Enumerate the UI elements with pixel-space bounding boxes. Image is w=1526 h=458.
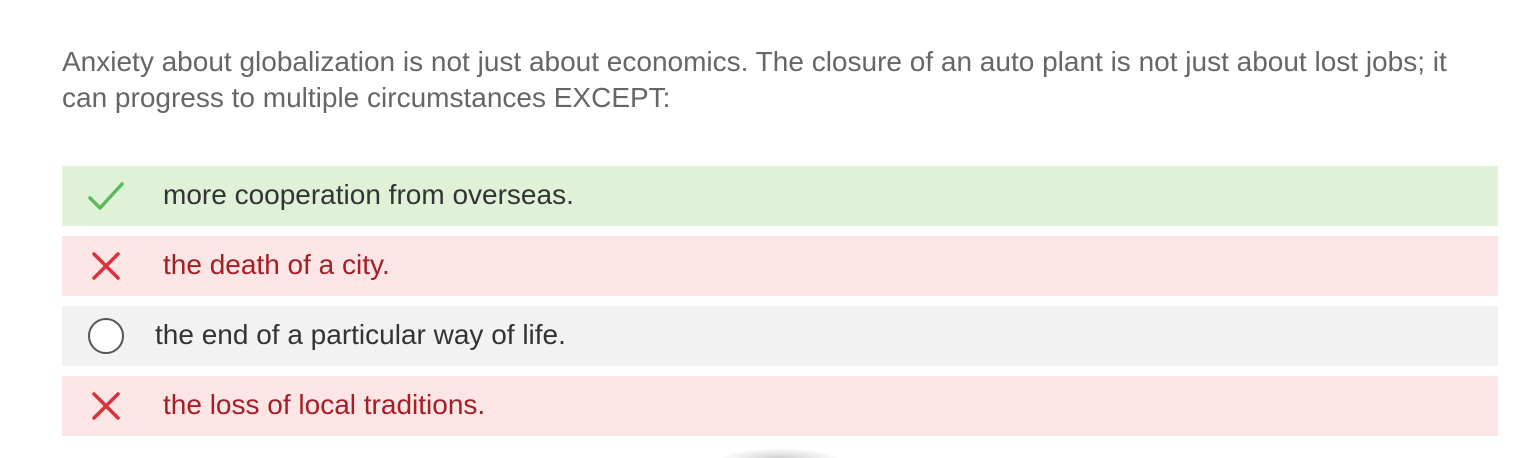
answer-option-3[interactable]: the end of a particular way of life. xyxy=(62,306,1498,366)
answer-option-label: the end of a particular way of life. xyxy=(155,319,566,350)
question-text: Anxiety about globalization is not just … xyxy=(62,46,1447,113)
cross-icon xyxy=(86,388,126,424)
answer-option-label: the death of a city. xyxy=(163,249,390,280)
scroll-shadow xyxy=(720,448,840,458)
answer-option-1[interactable]: more cooperation from overseas. xyxy=(62,166,1498,226)
answer-option-label: the loss of local traditions. xyxy=(163,389,486,420)
answer-options: more cooperation from overseas. the deat… xyxy=(62,166,1498,446)
cross-icon xyxy=(86,248,126,284)
answer-option-label: more cooperation from overseas. xyxy=(163,179,574,210)
check-icon xyxy=(86,178,126,214)
answer-option-4[interactable]: the loss of local traditions. xyxy=(62,376,1498,436)
radio-icon[interactable] xyxy=(86,318,126,354)
answer-option-2[interactable]: the death of a city. xyxy=(62,236,1498,296)
